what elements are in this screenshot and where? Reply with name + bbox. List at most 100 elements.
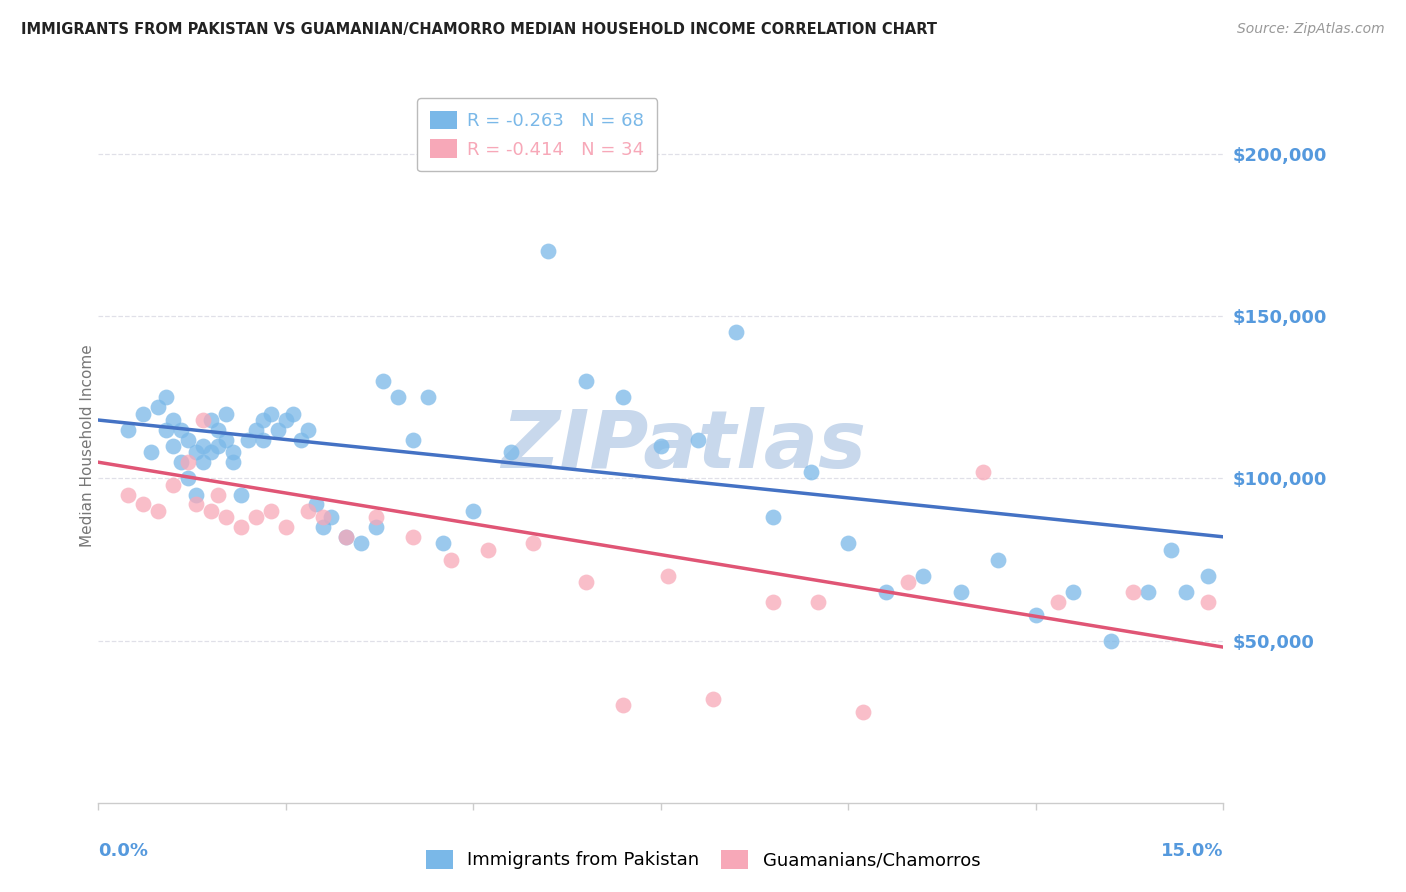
Point: [972, 465, 994, 479]
Point: [418, 390, 440, 404]
Point: [312, 510, 335, 524]
Legend: R = -0.263   N = 68, R = -0.414   N = 34: R = -0.263 N = 68, R = -0.414 N = 34: [418, 98, 657, 171]
Point: [177, 471, 200, 485]
Point: [148, 504, 170, 518]
Point: [402, 433, 425, 447]
Point: [184, 497, 207, 511]
Point: [215, 407, 238, 421]
Point: [875, 585, 897, 599]
Point: [297, 423, 319, 437]
Point: [537, 244, 560, 259]
Point: [139, 445, 162, 459]
Point: [162, 413, 184, 427]
Point: [177, 455, 200, 469]
Point: [402, 530, 425, 544]
Point: [1122, 585, 1144, 599]
Point: [252, 413, 274, 427]
Point: [184, 445, 207, 459]
Point: [373, 374, 395, 388]
Point: [215, 510, 238, 524]
Point: [207, 439, 229, 453]
Point: [762, 595, 785, 609]
Point: [184, 488, 207, 502]
Point: [229, 520, 252, 534]
Point: [170, 423, 193, 437]
Point: [155, 423, 177, 437]
Point: [1047, 595, 1070, 609]
Point: [1197, 595, 1219, 609]
Point: [364, 510, 387, 524]
Point: [432, 536, 454, 550]
Point: [688, 433, 710, 447]
Point: [335, 530, 357, 544]
Point: [274, 413, 297, 427]
Point: [987, 552, 1010, 566]
Point: [1137, 585, 1160, 599]
Point: [837, 536, 859, 550]
Point: [912, 568, 935, 582]
Point: [274, 520, 297, 534]
Point: [440, 552, 463, 566]
Point: [305, 497, 328, 511]
Point: [350, 536, 373, 550]
Point: [117, 488, 139, 502]
Text: ZIPatlas: ZIPatlas: [501, 407, 866, 485]
Legend: Immigrants from Pakistan, Guamanians/Chamorros: Immigrants from Pakistan, Guamanians/Cha…: [416, 841, 990, 879]
Point: [193, 455, 215, 469]
Point: [1160, 542, 1182, 557]
Point: [297, 504, 319, 518]
Point: [364, 520, 387, 534]
Text: IMMIGRANTS FROM PAKISTAN VS GUAMANIAN/CHAMORRO MEDIAN HOUSEHOLD INCOME CORRELATI: IMMIGRANTS FROM PAKISTAN VS GUAMANIAN/CH…: [21, 22, 936, 37]
Point: [222, 445, 245, 459]
Point: [800, 465, 823, 479]
Point: [238, 433, 260, 447]
Point: [1062, 585, 1084, 599]
Point: [335, 530, 357, 544]
Point: [897, 575, 920, 590]
Point: [1025, 607, 1047, 622]
Point: [387, 390, 409, 404]
Text: 15.0%: 15.0%: [1161, 842, 1223, 860]
Point: [575, 575, 598, 590]
Point: [229, 488, 252, 502]
Point: [177, 433, 200, 447]
Point: [702, 692, 724, 706]
Point: [477, 542, 499, 557]
Point: [215, 433, 238, 447]
Point: [162, 478, 184, 492]
Point: [132, 407, 155, 421]
Point: [463, 504, 485, 518]
Point: [207, 488, 229, 502]
Point: [319, 510, 342, 524]
Point: [200, 504, 222, 518]
Point: [650, 439, 672, 453]
Point: [260, 504, 283, 518]
Point: [1197, 568, 1219, 582]
Point: [657, 568, 679, 582]
Point: [290, 433, 312, 447]
Point: [245, 510, 267, 524]
Point: [724, 326, 747, 340]
Point: [807, 595, 830, 609]
Point: [207, 423, 229, 437]
Point: [200, 445, 222, 459]
Point: [949, 585, 972, 599]
Point: [575, 374, 598, 388]
Point: [132, 497, 155, 511]
Point: [612, 390, 634, 404]
Point: [155, 390, 177, 404]
Text: Source: ZipAtlas.com: Source: ZipAtlas.com: [1237, 22, 1385, 37]
Point: [267, 423, 290, 437]
Point: [222, 455, 245, 469]
Point: [762, 510, 785, 524]
Point: [162, 439, 184, 453]
Point: [312, 520, 335, 534]
Point: [522, 536, 544, 550]
Point: [117, 423, 139, 437]
Point: [193, 413, 215, 427]
Point: [170, 455, 193, 469]
Point: [252, 433, 274, 447]
Point: [283, 407, 305, 421]
Point: [1099, 633, 1122, 648]
Point: [1174, 585, 1197, 599]
